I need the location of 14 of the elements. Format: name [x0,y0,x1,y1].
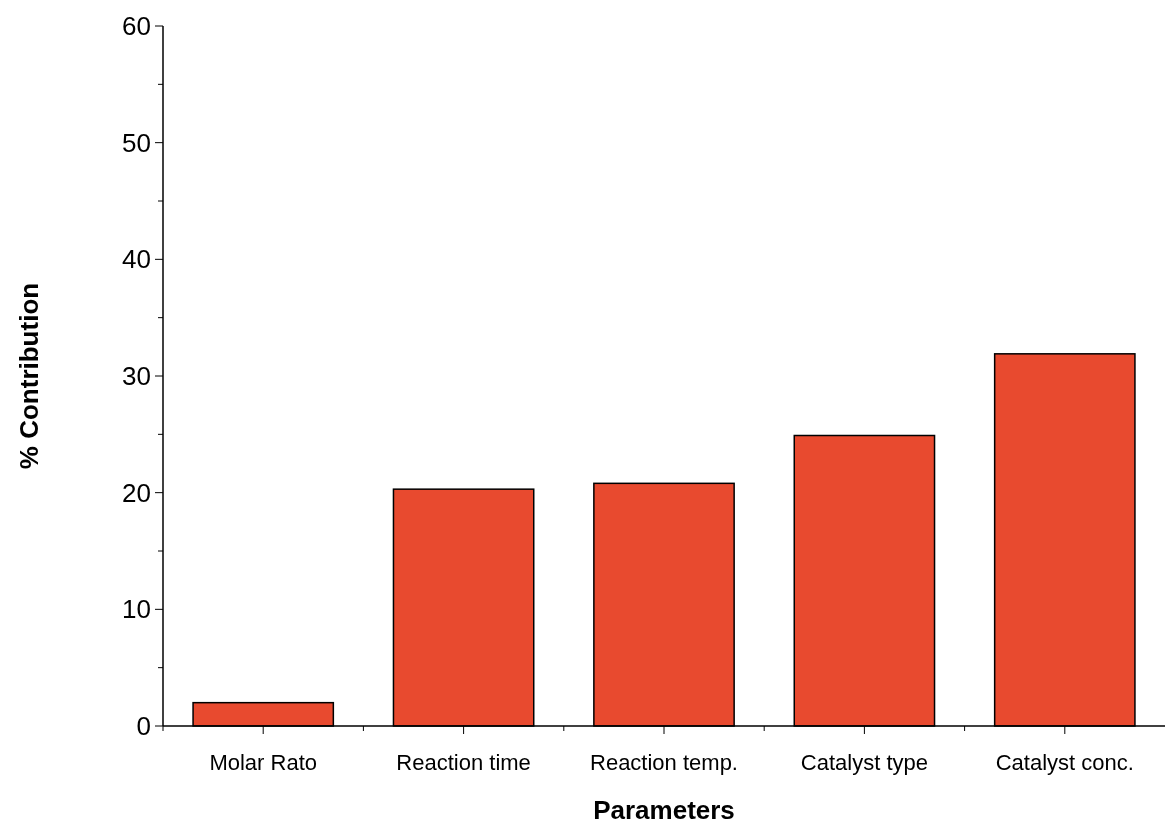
y-tick-label: 60 [122,11,151,42]
x-tick-label: Reaction temp. [590,750,738,775]
y-tick-label: 10 [122,594,151,625]
y-axis-title: % Contribution [14,282,44,470]
x-tick-label: Catalyst conc. [995,750,1134,775]
x-tick-label: Molar Rato [209,750,317,775]
y-tick-label: 40 [122,244,151,275]
x-tick-label: Catalyst type [800,750,928,775]
x-tick-label: Reaction time [396,750,531,775]
y-tick-label: 0 [136,711,151,742]
y-tick-label: 50 [122,127,151,158]
x-axis-title: Parameters [593,795,735,825]
y-tick-label: 20 [122,477,151,508]
y-tick-label: 30 [122,361,151,392]
